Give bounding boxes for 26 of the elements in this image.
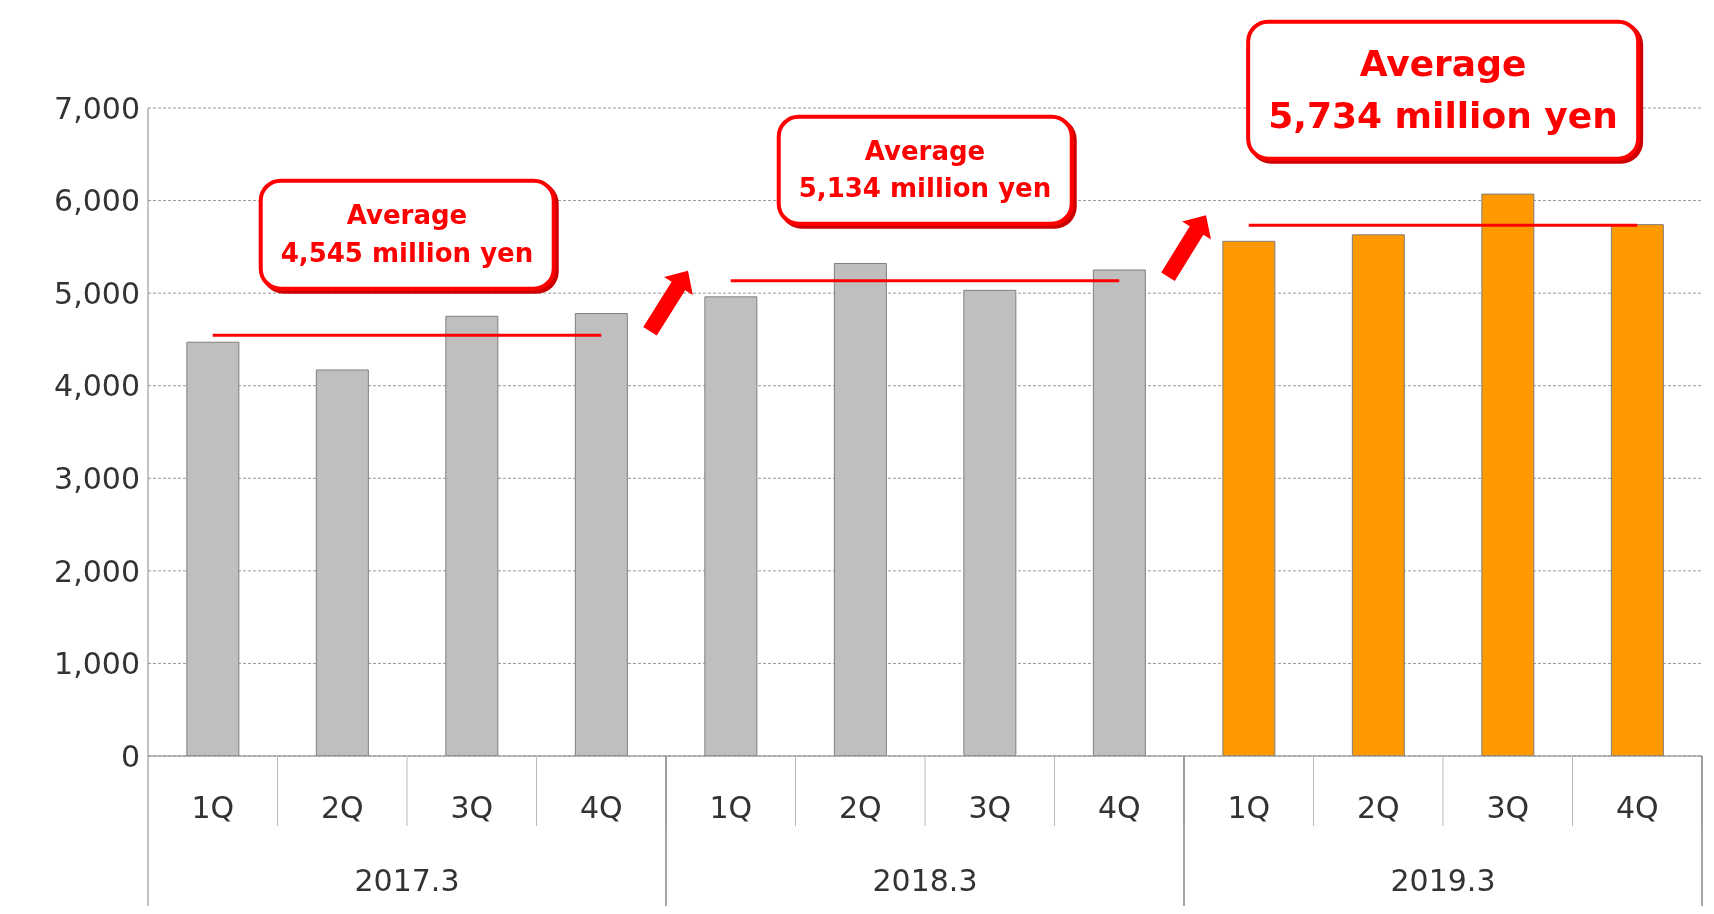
- y-tick-label: 3,000: [54, 460, 140, 496]
- x-tick-label: 1Q: [709, 790, 753, 825]
- annotation: Average 4,545 million yen: [280, 198, 534, 270]
- y-tick-label: 4,000: [54, 368, 140, 404]
- text: 2017.3: [354, 863, 460, 898]
- x-tick-label: 1Q: [191, 790, 235, 825]
- x-tick-label: 4Q: [579, 790, 623, 825]
- x-tick-label: 4Q: [1615, 790, 1659, 825]
- x-tick-label: 3Q: [968, 790, 1012, 825]
- x-tick-label: 4Q: [1097, 790, 1141, 825]
- x-tick-label: 3Q: [450, 790, 494, 825]
- text: 2019.3: [1390, 863, 1496, 898]
- x-tick-label: 1Q: [1227, 790, 1271, 825]
- y-tick-label: 6,000: [54, 183, 140, 219]
- text: 2018.3: [872, 863, 978, 898]
- x-tick-label: 2Q: [320, 790, 364, 825]
- y-tick-label: 2,000: [54, 553, 140, 589]
- annotation: Average 5,734 million yen: [1268, 41, 1618, 138]
- y-tick-label: 0: [120, 738, 140, 774]
- y-tick-label: 1,000: [54, 646, 140, 682]
- y-tick-label: 7,000: [54, 90, 140, 126]
- x-tick-label: 3Q: [1486, 790, 1530, 825]
- y-tick-label: 5,000: [54, 275, 140, 311]
- x-tick-label: 2Q: [838, 790, 882, 825]
- x-tick-label: 2Q: [1356, 790, 1400, 825]
- annotation: Average 5,134 million yen: [798, 134, 1052, 206]
